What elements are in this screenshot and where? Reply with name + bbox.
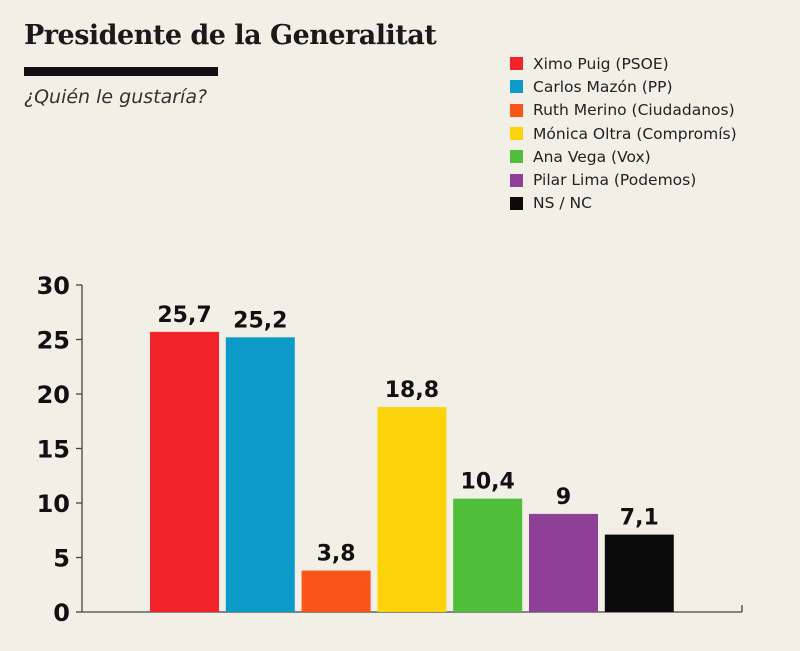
legend-item: Ximo Puig (PSOE) bbox=[510, 52, 737, 75]
legend-item: Pilar Lima (Podemos) bbox=[510, 168, 737, 191]
bar bbox=[604, 534, 674, 612]
legend-item: Ruth Merino (Ciudadanos) bbox=[510, 99, 737, 122]
chart-title: Presidente de la Generalitat bbox=[24, 20, 437, 51]
bar bbox=[150, 331, 219, 612]
bars bbox=[150, 331, 674, 612]
data-label: 25,7 bbox=[157, 303, 211, 328]
bar bbox=[529, 513, 598, 612]
y-tick-label: 20 bbox=[37, 381, 70, 409]
bar bbox=[225, 337, 295, 612]
legend-label: NS / NC bbox=[533, 194, 592, 213]
legend-swatch bbox=[510, 196, 523, 210]
legend-swatch bbox=[510, 57, 523, 71]
y-tick-label: 10 bbox=[37, 490, 70, 518]
y-tick-label: 25 bbox=[37, 327, 70, 355]
legend-swatch bbox=[510, 150, 523, 164]
y-tick-label: 0 bbox=[53, 599, 70, 627]
chart-subtitle: ¿Quién le gustaría? bbox=[24, 86, 208, 108]
bar bbox=[301, 570, 371, 612]
legend-item: Carlos Mazón (PP) bbox=[510, 75, 737, 98]
legend-swatch bbox=[510, 127, 523, 141]
legend-item: Mónica Oltra (Compromís) bbox=[510, 122, 737, 145]
legend-label: Ana Vega (Vox) bbox=[533, 147, 651, 166]
legend: Ximo Puig (PSOE) Carlos Mazón (PP) Ruth Me… bbox=[510, 52, 737, 215]
y-tick-label: 5 bbox=[53, 545, 70, 573]
legend-swatch bbox=[510, 80, 523, 94]
data-label: 18,8 bbox=[385, 378, 439, 403]
bar bbox=[453, 498, 523, 612]
data-label: 10,4 bbox=[461, 470, 515, 495]
y-tick-label: 15 bbox=[37, 436, 70, 464]
data-label: 9 bbox=[556, 485, 571, 510]
legend-label: Pilar Lima (Podemos) bbox=[533, 171, 697, 190]
legend-item: NS / NC bbox=[510, 192, 737, 215]
data-label: 25,2 bbox=[233, 308, 287, 333]
data-labels: 25,7 25,2 3,8 18,8 10,4 9 7,1 bbox=[157, 303, 658, 567]
legend-label: Carlos Mazón (PP) bbox=[533, 77, 673, 96]
title-underline bbox=[24, 67, 218, 76]
legend-label: Mónica Oltra (Compromís) bbox=[533, 124, 737, 143]
y-tick-label: 30 bbox=[37, 272, 70, 300]
legend-swatch bbox=[510, 103, 523, 117]
legend-swatch bbox=[510, 173, 523, 187]
legend-item: Ana Vega (Vox) bbox=[510, 145, 737, 168]
data-label: 3,8 bbox=[317, 542, 356, 567]
data-label: 7,1 bbox=[620, 506, 659, 531]
bar bbox=[377, 407, 447, 612]
legend-label: Ruth Merino (Ciudadanos) bbox=[533, 101, 735, 120]
legend-label: Ximo Puig (PSOE) bbox=[533, 54, 669, 73]
